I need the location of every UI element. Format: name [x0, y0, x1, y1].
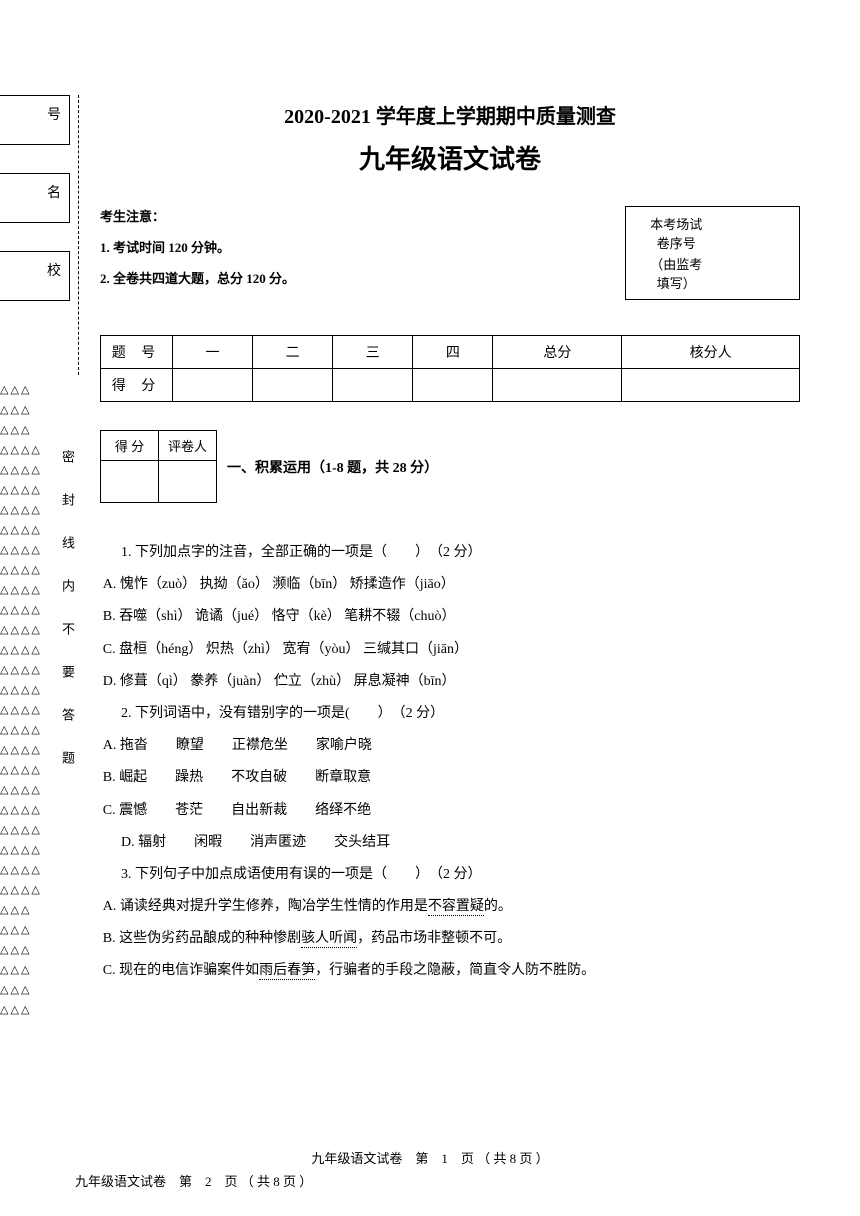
table-row: 得 分	[101, 369, 800, 402]
q3a-post: 的。	[484, 899, 512, 914]
cell-score-label: 得 分	[101, 369, 173, 402]
section-title: 一、积累运用（1-8 题，共 28 分）	[227, 457, 438, 477]
q3b-pre: B. 这些伪劣药品酿成的种种惨剧	[103, 931, 301, 946]
seqbox-blank	[713, 213, 786, 293]
margin-box-name: 名	[0, 173, 70, 223]
cell-checker: 核分人	[622, 336, 800, 369]
q3-opt-b: B. 这些伪劣药品酿成的种种惨剧骇人听闻，药品市场非整顿不可。	[100, 923, 800, 955]
grader-blank	[101, 461, 159, 503]
q3-opt-c: C. 现在的电信诈骗案件如雨后春笋，行骗者的手段之隐蔽，简直令人防不胜防。	[100, 955, 800, 987]
q3c-underline: 雨后春笋	[259, 963, 315, 980]
cell-blank	[413, 369, 493, 402]
q3b-post: ，药品市场非整顿不可。	[357, 931, 511, 946]
q2-opt-b: B. 崛起 躁热 不攻自破 断章取意	[100, 762, 800, 794]
notice-line2: 2. 全卷共四道大题，总分 120 分。	[100, 268, 295, 287]
q3-opt-a: A. 诵读经典对提升学生修养，陶冶学生性情的作用是不容置疑的。	[100, 891, 800, 923]
q3b-underline: 骇人听闻	[301, 931, 357, 948]
cell-total: 总分	[493, 336, 622, 369]
grader-table: 得 分 评卷人	[100, 430, 217, 503]
q3a-underline: 不容置疑	[428, 899, 484, 916]
grader-blank	[159, 461, 217, 503]
vertical-seal-text: 密封线内不要答题	[58, 450, 77, 794]
left-margin-panel: 号 名 校 △△△△△△△△△△△△△△△△△△△△△△△△△△△△△△△△ △…	[0, 0, 80, 1216]
q3a-pre: A. 诵读经典对提升学生修养，陶冶学生性情的作用是	[103, 899, 428, 914]
cell-blank	[173, 369, 253, 402]
q1-opt-b: B. 吞噬（shì） 诡谲（jué） 恪守（kè） 笔耕不辍（chuò）	[100, 601, 800, 633]
page-title: 九年级语文试卷	[100, 139, 800, 176]
grader-box: 得 分 评卷人 一、积累运用（1-8 题，共 28 分）	[100, 430, 800, 503]
cell-blank	[333, 369, 413, 402]
dashed-divider	[78, 95, 79, 375]
margin-label-name: 名	[47, 182, 61, 202]
seqbox-line2: （由监考填写）	[640, 253, 713, 293]
q3c-pre: C. 现在的电信诈骗案件如	[103, 963, 259, 978]
cell-col1: 一	[173, 336, 253, 369]
sequence-box: 本考场试卷序号 （由监考填写）	[625, 206, 800, 300]
seqbox-line1: 本考场试卷序号	[640, 213, 713, 253]
cell-qnum-label: 题 号	[101, 336, 173, 369]
q2-opt-a: A. 拖沓 瞭望 正襟危坐 家喻户晓	[100, 730, 800, 762]
notice-label: 考生注意：	[100, 206, 295, 225]
q1-stem: 1. 下列加点字的注音，全部正确的一项是（ ） （2 分）	[100, 537, 800, 569]
grader-score-label: 得 分	[101, 431, 159, 461]
q2-stem: 2. 下列词语中，没有错别字的一项是( ） （2 分）	[100, 698, 800, 730]
q2-opt-d: D. 辐射 闲暇 消声匿迹 交头结耳	[100, 827, 800, 859]
margin-box-school: 校	[0, 251, 70, 301]
q3-stem: 3. 下列句子中加点成语使用有误的一项是（ ） （2 分）	[100, 859, 800, 891]
cell-blank	[622, 369, 800, 402]
q2-opt-c: C. 震憾 苍茫 自出新裁 络绎不绝	[100, 795, 800, 827]
q1-opt-a: A. 愧怍（zuò） 执拗（ǎo） 濒临（bīn） 矫揉造作（jiāo）	[100, 569, 800, 601]
margin-box-number: 号	[0, 95, 70, 145]
score-table: 题 号 一 二 三 四 总分 核分人 得 分	[100, 335, 800, 402]
page-subtitle: 2020-2021 学年度上学期期中质量测查	[100, 100, 800, 129]
q1-opt-d: D. 修葺（qì） 豢养（juàn） 伫立（zhù） 屏息凝神（bīn）	[100, 666, 800, 698]
notice-left: 考生注意： 1. 考试时间 120 分钟。 2. 全卷共四道大题，总分 120 …	[100, 206, 295, 299]
notice-row: 考生注意： 1. 考试时间 120 分钟。 2. 全卷共四道大题，总分 120 …	[100, 206, 800, 300]
cell-col4: 四	[413, 336, 493, 369]
margin-label-number: 号	[47, 104, 61, 124]
q1-opt-c: C. 盘桓（héng） 炽热（zhì） 宽宥（yòu） 三缄其口（jiān）	[100, 634, 800, 666]
main-content: 2020-2021 学年度上学期期中质量测查 九年级语文试卷 考生注意： 1. …	[100, 0, 860, 988]
q3c-post: ，行骗者的手段之隐蔽，简直令人防不胜防。	[315, 963, 595, 978]
cell-blank	[253, 369, 333, 402]
grader-person-label: 评卷人	[159, 431, 217, 461]
cell-blank	[493, 369, 622, 402]
question-block: 1. 下列加点字的注音，全部正确的一项是（ ） （2 分） A. 愧怍（zuò）…	[100, 537, 800, 988]
footer-line1: 九年级语文试卷 第 1 页 （ 共 8 页 ）	[0, 1148, 860, 1167]
margin-label-school: 校	[47, 260, 61, 280]
page-footer: 九年级语文试卷 第 1 页 （ 共 8 页 ） 九年级语文试卷 第 2 页 （ …	[0, 1148, 860, 1194]
notice-line1: 1. 考试时间 120 分钟。	[100, 237, 295, 256]
cell-col2: 二	[253, 336, 333, 369]
footer-line2: 九年级语文试卷 第 2 页 （ 共 8 页 ）	[0, 1171, 860, 1190]
cell-col3: 三	[333, 336, 413, 369]
triangle-border: △△△△△△△△△△△△△△△△△△△△△△△△△△△△△△△△ △△△△△△△…	[0, 380, 42, 1020]
table-row: 题 号 一 二 三 四 总分 核分人	[101, 336, 800, 369]
